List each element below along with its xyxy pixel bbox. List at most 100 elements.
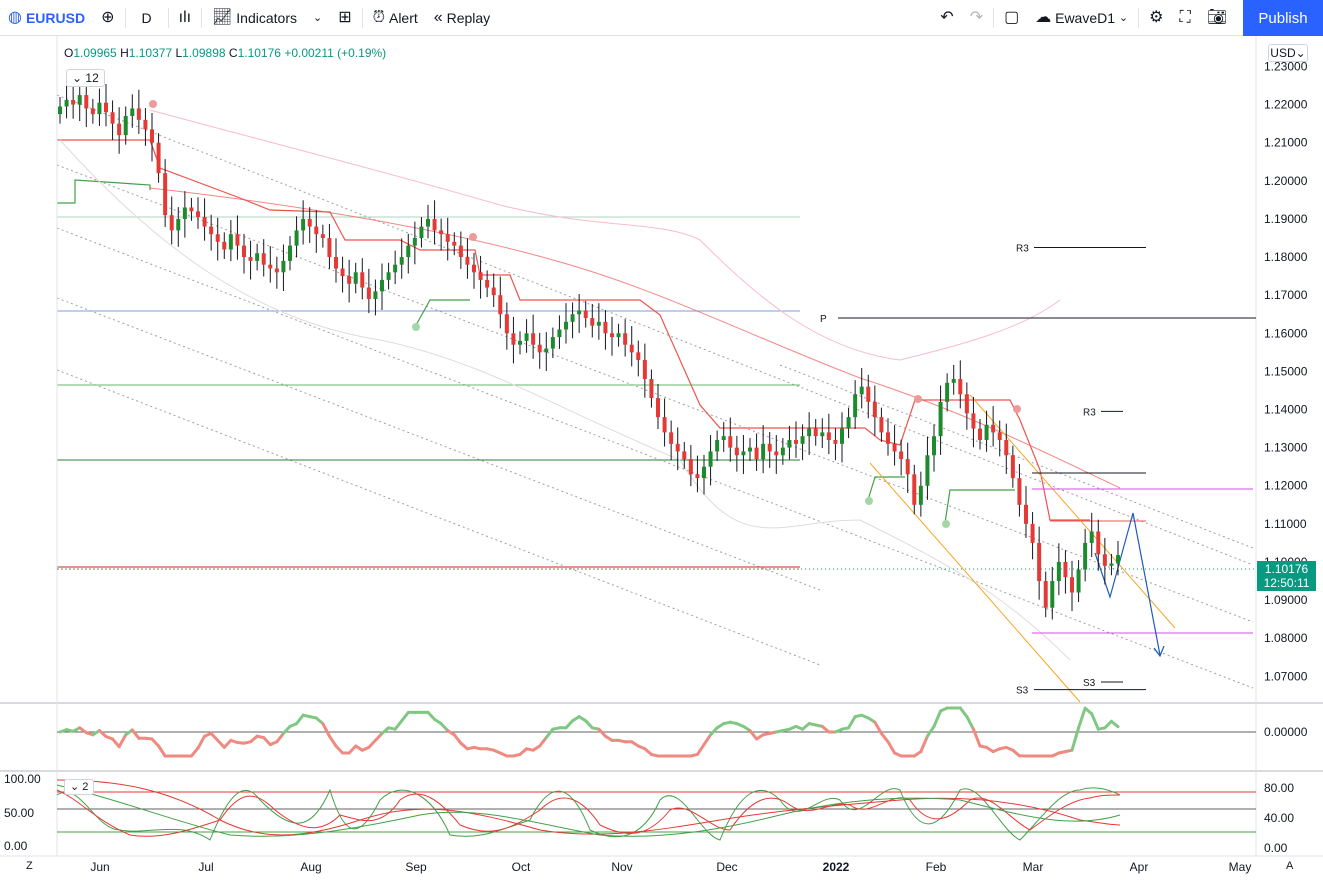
- price-tick-label: 1.14000: [1264, 403, 1308, 417]
- candle-body: [695, 474, 700, 479]
- candle-body: [859, 386, 864, 395]
- candle-body: [918, 485, 923, 505]
- candle-body: [380, 279, 384, 292]
- candle-body: [616, 333, 621, 338]
- time-tick-label: Dec: [716, 860, 737, 874]
- oscillator-segment: [564, 719, 575, 730]
- oscillator-segment: [150, 737, 161, 748]
- candle-body: [426, 218, 430, 227]
- oscillator-segment: [847, 715, 857, 730]
- undo-button[interactable]: ↶: [932, 0, 961, 36]
- candle-body: [813, 428, 818, 437]
- candle-body: [452, 241, 457, 246]
- oscillator-axis: 100.00 50.00 0.00 80.00 40.00 0.00: [4, 772, 1294, 855]
- oscillator-left-tick: 100.00: [4, 772, 41, 786]
- candle-body: [301, 218, 306, 231]
- candle-body: [110, 112, 115, 124]
- pivot-label: P: [820, 314, 827, 325]
- candle-body: [150, 129, 154, 143]
- candle-body: [938, 401, 943, 437]
- time-axis[interactable]: Jun Jul Aug Sep Oct Nov Dec 2022 Feb Mar Apr May: [90, 860, 1251, 874]
- candle-body: [340, 268, 345, 277]
- candle-body: [511, 333, 516, 345]
- time-tick-label: Sep: [405, 860, 427, 874]
- candle-body: [1056, 561, 1061, 582]
- candle-body: [360, 272, 365, 288]
- interval-button[interactable]: D: [141, 9, 152, 26]
- templates-button[interactable]: ⊞: [330, 0, 359, 36]
- oscillator-collapse-button[interactable]: ⌄ 2: [64, 779, 95, 795]
- pivot-label: S3: [1016, 686, 1029, 697]
- time-tick-label: Oct: [512, 860, 531, 874]
- oscillator-segment: [216, 738, 226, 749]
- oscillator-segment: [373, 731, 384, 742]
- indicators-button[interactable]: 📈︎ Indicators: [204, 0, 305, 36]
- price-axis[interactable]: 1.23000 1.22000 1.21000 1.20000 1.19000 1.180…: [1264, 59, 1308, 683]
- candle-body: [156, 142, 161, 174]
- indicators-icon: 📈︎: [212, 8, 233, 26]
- candle-body: [412, 238, 417, 246]
- candle-body: [708, 451, 713, 467]
- indicators-dropdown[interactable]: ⌄: [305, 0, 330, 36]
- price-tick-label: 1.08000: [1264, 631, 1308, 645]
- settings-button[interactable]: ⚙: [1141, 0, 1171, 36]
- current-price-value: 1.10176: [1264, 562, 1309, 576]
- oscillator-segment: [886, 740, 897, 755]
- candle-body: [550, 337, 555, 349]
- templates-icon: ⊞: [338, 8, 352, 26]
- add-compare-button[interactable]: ⊕: [93, 0, 122, 36]
- candle-body: [932, 436, 936, 456]
- time-tick-label: Mar: [1023, 860, 1044, 874]
- oscillator-segment: [1109, 719, 1120, 729]
- fullscreen-toggle-button[interactable]: ▢: [996, 0, 1027, 36]
- divider: [1138, 7, 1140, 28]
- candle-body: [182, 207, 187, 219]
- candle-body: [406, 245, 411, 258]
- publish-button[interactable]: Publish: [1243, 0, 1323, 36]
- replay-label: Replay: [446, 9, 491, 26]
- pivot-label: S3: [1083, 678, 1096, 689]
- signal-dot: [865, 497, 873, 505]
- candle-body: [458, 245, 463, 258]
- pivot-label: R3: [1016, 244, 1029, 255]
- alert-button[interactable]: ⏰︎ Alert: [365, 0, 426, 36]
- channel-line: [56, 94, 1254, 566]
- candle-body: [498, 295, 503, 315]
- candle-body: [583, 310, 588, 319]
- auto-scale-button[interactable]: A: [1286, 860, 1294, 872]
- symbol-flag-icon: ◍: [8, 8, 22, 26]
- orange-trendline: [969, 394, 1176, 629]
- candle-body: [964, 394, 969, 414]
- redo-button[interactable]: ↷: [962, 0, 991, 36]
- layout-button[interactable]: ☁ EwaveD1 ⌄: [1027, 0, 1136, 36]
- oscillator-segment: [157, 744, 167, 758]
- candle-body: [787, 440, 792, 448]
- candle-body: [800, 436, 805, 444]
- candle-body: [807, 428, 812, 437]
- zoom-button[interactable]: Z: [26, 860, 33, 872]
- fullscreen-button[interactable]: ⛶: [1171, 0, 1198, 36]
- candle-body: [1102, 554, 1107, 566]
- price-tick-label: 1.12000: [1264, 479, 1308, 493]
- chart-type-button[interactable]: ılı: [171, 0, 199, 36]
- indicator-count: 12: [85, 71, 99, 85]
- candle-body: [596, 321, 601, 326]
- currency-selector[interactable]: USD⌄: [1268, 44, 1308, 62]
- candle-body: [656, 398, 660, 418]
- oscillator-segment: [426, 710, 437, 721]
- replay-button[interactable]: « Replay: [426, 0, 498, 36]
- snapshot-button[interactable]: 📷︎: [1199, 0, 1235, 36]
- time-tick-label: May: [1229, 860, 1252, 874]
- open-label: O: [64, 46, 74, 60]
- price-tick-label: 1.22000: [1264, 98, 1308, 112]
- oscillator-segment: [695, 743, 706, 756]
- price-chart[interactable]: 0.00000 1.23000 1.22000 1.21000 1.20000 1.19…: [0, 36, 1323, 884]
- current-price-tag: 1.10176 12:50:11: [1257, 561, 1316, 591]
- signal-dot: [412, 323, 420, 331]
- close-label: C: [228, 46, 238, 60]
- candle-body: [347, 276, 352, 284]
- indicators-collapse-button[interactable]: ⌄ 12: [66, 69, 105, 87]
- candle-body: [307, 218, 312, 227]
- symbol-search-button[interactable]: ◍ EURUSD: [0, 0, 93, 36]
- channel-line: [56, 227, 1254, 689]
